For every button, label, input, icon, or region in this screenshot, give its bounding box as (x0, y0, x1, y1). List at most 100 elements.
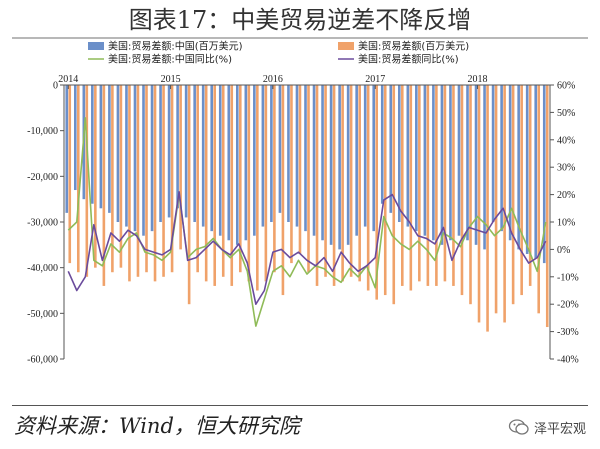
bar-china-balance-38 (389, 85, 393, 213)
bar-china-balance-10 (150, 85, 154, 232)
bar-us-balance-25 (281, 85, 285, 296)
bar-us-balance-39 (400, 85, 404, 286)
bar-china-balance-45 (449, 85, 452, 241)
bar-series-group (65, 85, 549, 332)
bar-china-balance-17 (210, 85, 214, 232)
left-tick-label-5: -50,000 (27, 309, 58, 320)
bar-us-balance-20 (238, 85, 242, 273)
bar-us-balance-17 (213, 85, 217, 286)
wechat-logo-icon (508, 419, 529, 435)
title-divider (12, 37, 588, 39)
bar-us-balance-4 (102, 85, 106, 286)
bar-china-balance-33 (346, 85, 350, 245)
bar-us-balance-11 (162, 85, 165, 277)
bar-us-balance-12 (170, 85, 174, 273)
chart-legend: 美国:贸易差额:中国(百万美元) 美国:贸易差额(百万美元) 美国:贸易差额:中国同… (88, 40, 469, 66)
bar-china-balance-49 (483, 85, 486, 250)
bar-us-balance-43 (435, 85, 438, 286)
bar-us-balance-7 (128, 85, 131, 282)
bar-china-balance-8 (133, 85, 137, 232)
bar-us-balance-33 (349, 85, 353, 277)
bar-china-balance-26 (287, 85, 290, 222)
bar-us-balance-45 (452, 85, 455, 286)
bar-china-balance-50 (491, 85, 495, 222)
x-tick-label-2: 2016 (263, 74, 283, 85)
bar-china-balance-18 (218, 85, 222, 236)
legend-swatch-2 (338, 42, 354, 50)
bar-us-balance-37 (383, 85, 387, 296)
bar-us-balance-9 (145, 85, 148, 273)
bar-china-balance-19 (227, 85, 231, 241)
bar-china-balance-21 (244, 85, 248, 241)
source-note: 资料来源：Wind，恒大研究院 (14, 414, 300, 438)
legend-label-2: 美国:贸易差额(百万美元) (358, 40, 469, 53)
bar-china-balance-20 (235, 85, 239, 245)
bar-us-balance-28 (307, 85, 310, 273)
bar-us-balance-52 (511, 85, 515, 305)
bar-china-balance-35 (363, 85, 367, 227)
legend-label-4: 美国:贸易差额同比(%) (358, 53, 459, 66)
left-tick-label-0: 0 (53, 81, 58, 92)
bar-us-balance-44 (443, 85, 447, 282)
bar-us-balance-50 (494, 85, 498, 314)
bar-us-balance-10 (153, 85, 157, 282)
right-tick-label-3: 30% (557, 163, 575, 174)
bar-us-balance-51 (503, 85, 506, 323)
trade-balance-chart: 美国:贸易差额:中国(百万美元) 美国:贸易差额(百万美元) 美国:贸易差额:中国同… (27, 40, 579, 366)
right-tick-label-0: 60% (557, 81, 575, 92)
bar-us-balance-46 (460, 85, 464, 296)
left-tick-label-1: -10,000 (27, 126, 58, 137)
bar-us-balance-2 (85, 85, 89, 277)
bar-china-balance-42 (423, 85, 427, 236)
left-tick-label-4: -40,000 (27, 263, 58, 274)
bar-china-balance-44 (440, 85, 444, 245)
bar-china-balance-31 (329, 85, 333, 245)
bar-china-balance-0 (65, 85, 69, 213)
bar-us-balance-15 (196, 85, 199, 273)
bar-us-balance-34 (358, 85, 361, 282)
x-tick-label-4: 2018 (468, 74, 488, 85)
bar-us-balance-22 (256, 85, 259, 291)
right-tick-label-8: -20% (557, 300, 579, 311)
right-tick-label-5: 10% (557, 218, 575, 229)
right-tick-label-10: -40% (557, 355, 579, 366)
bar-china-balance-11 (159, 85, 162, 222)
bar-china-balance-39 (397, 85, 401, 222)
bar-us-balance-8 (136, 85, 140, 277)
bar-china-balance-22 (253, 85, 256, 236)
bar-china-balance-12 (167, 85, 171, 218)
bar-china-balance-37 (380, 85, 384, 204)
bar-china-balance-40 (406, 85, 410, 227)
right-tick-label-6: 0% (557, 245, 570, 256)
bar-us-balance-6 (119, 85, 123, 268)
left-tick-label-2: -20,000 (27, 172, 58, 183)
right-tick-label-2: 40% (557, 135, 575, 146)
brand-label: 泽平宏观 (533, 421, 586, 437)
bar-china-balance-46 (457, 85, 461, 236)
bar-china-balance-43 (432, 85, 435, 241)
line-series-group (67, 117, 547, 327)
bar-us-balance-0 (68, 85, 72, 264)
bar-china-balance-32 (338, 85, 341, 250)
bar-us-balance-1 (76, 85, 80, 273)
bar-us-balance-36 (375, 85, 379, 300)
x-tick-label-1: 2015 (161, 74, 181, 85)
bar-us-balance-13 (179, 85, 182, 250)
chart-axes: 0 -10,000 -20,000 -30,000 -40,000 -50,000 -60,… (27, 74, 579, 366)
bar-china-balance-56 (542, 85, 546, 264)
bar-china-balance-4 (99, 85, 103, 209)
bar-us-balance-31 (332, 85, 336, 286)
bar-us-balance-41 (418, 85, 421, 282)
bar-china-balance-48 (474, 85, 478, 245)
line-us-yoy (67, 191, 547, 306)
chart-title: 图表17：中美贸易逆差不降反增 (128, 6, 472, 34)
legend-label-1: 美国:贸易差额:中国(百万美元) (108, 40, 243, 53)
bar-china-balance-24 (270, 85, 273, 222)
bar-us-balance-14 (187, 85, 191, 305)
bar-us-balance-49 (486, 85, 489, 332)
bar-us-balance-3 (94, 85, 97, 268)
bar-us-balance-23 (264, 85, 268, 282)
bar-china-balance-1 (73, 85, 77, 191)
bar-china-balance-55 (534, 85, 538, 259)
bar-china-balance-52 (508, 85, 512, 241)
